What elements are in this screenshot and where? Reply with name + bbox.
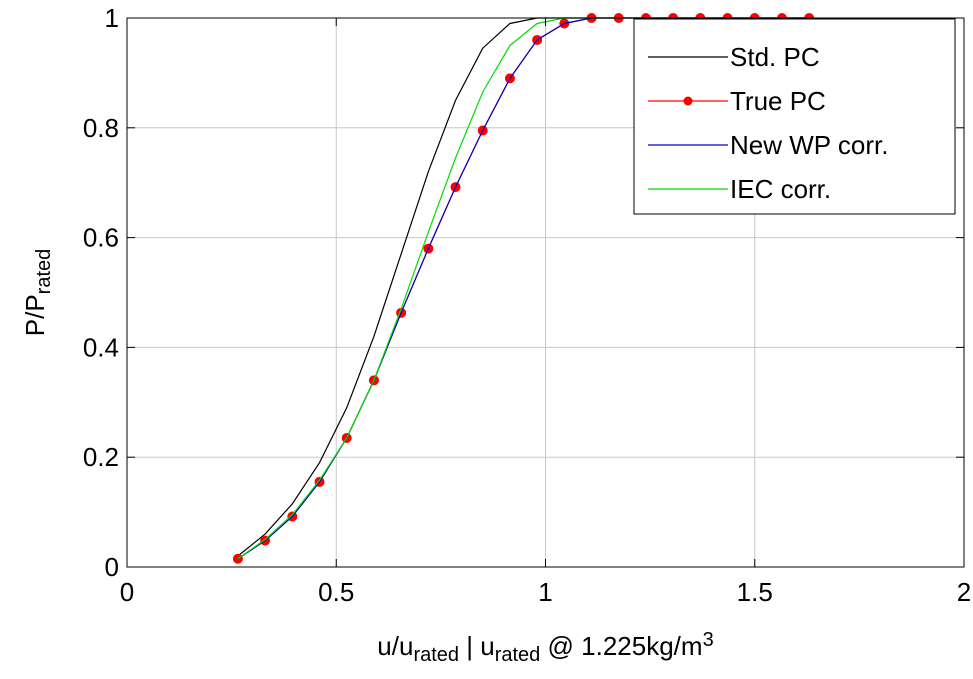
- y-axis-label: P/Prated: [20, 249, 55, 337]
- legend-entry: True PC: [648, 86, 826, 116]
- legend-label: New WP corr.: [730, 130, 888, 160]
- legend-entry: IEC corr.: [648, 174, 831, 204]
- legend-entry: New WP corr.: [648, 130, 888, 160]
- y-axis-label-part: P/P: [20, 294, 50, 336]
- y-tick-label: 0.6: [83, 223, 119, 253]
- x-axis-label-part: u/u: [377, 631, 413, 661]
- legend-label: IEC corr.: [730, 174, 831, 204]
- data-point: [232, 553, 243, 564]
- axis-ticks: 0 0.5 1 1.5 2 0 0.2 0.4 0.6 0.8 1: [83, 3, 971, 607]
- x-axis-label-part: | u: [459, 631, 495, 661]
- x-axis-label: u/urated | urated @ 1.225kg/m3: [377, 629, 713, 666]
- y-tick-label: 0.8: [83, 113, 119, 143]
- x-tick-label: 1.5: [737, 577, 773, 607]
- legend-box: [633, 18, 956, 215]
- y-tick-label: 0.2: [83, 442, 119, 472]
- x-tick-label: 2: [957, 577, 971, 607]
- y-tick-label: 1: [105, 3, 119, 33]
- x-tick-label: 1: [538, 577, 552, 607]
- legend-label: Std. PC: [730, 42, 820, 72]
- legend-label: True PC: [730, 86, 826, 116]
- legend-marker: [683, 96, 693, 106]
- y-axis-label-part: rated: [33, 249, 55, 295]
- legend: Std. PC True PC New WP corr. IEC corr.: [633, 18, 956, 215]
- x-axis-label-part: rated: [495, 644, 541, 666]
- x-tick-label: 0.5: [318, 577, 354, 607]
- y-tick-label: 0: [105, 552, 119, 582]
- y-tick-label: 0.4: [83, 332, 119, 362]
- x-axis-label-part: rated: [413, 644, 459, 666]
- x-axis-label-part: 3: [703, 629, 714, 651]
- axis-labels: u/urated | urated @ 1.225kg/m3P/Prated: [20, 249, 714, 666]
- legend-entry: Std. PC: [648, 42, 820, 72]
- x-tick-label: 0: [120, 577, 134, 607]
- x-axis-label-part: @ 1.225kg/m: [540, 631, 702, 661]
